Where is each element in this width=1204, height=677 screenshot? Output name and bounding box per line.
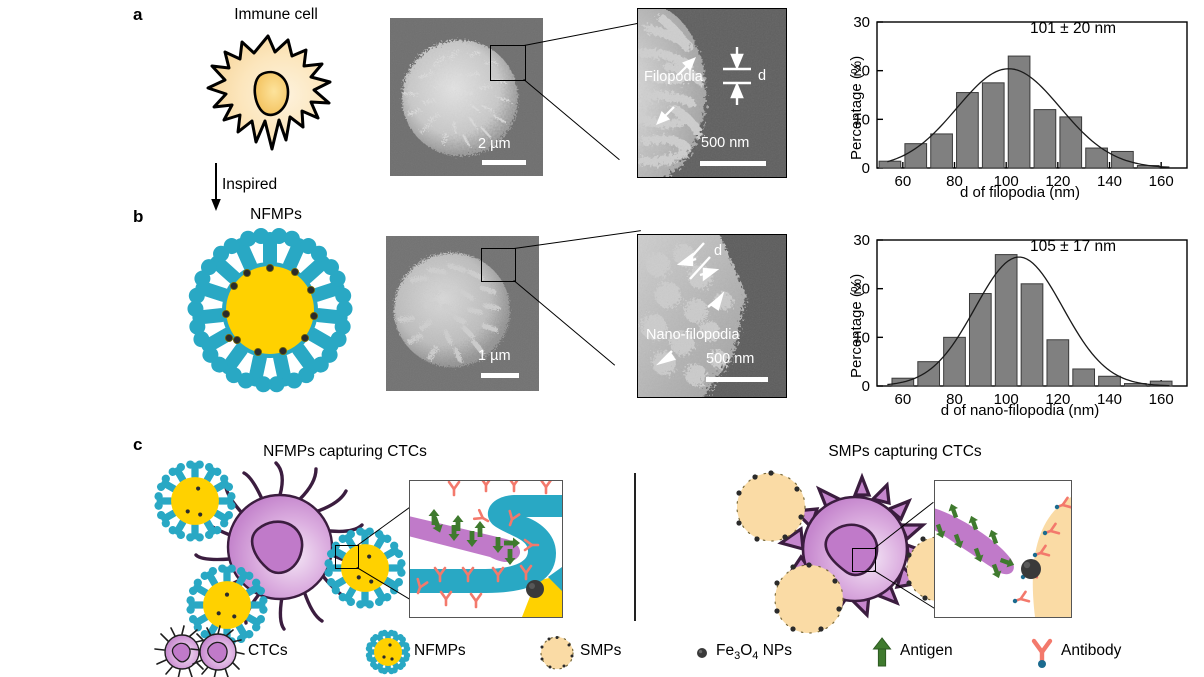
sem-b-scale-bar (481, 373, 519, 378)
panel-c-divider (634, 473, 636, 621)
sem-b-feature-label: Nano-filopodia (646, 327, 740, 343)
chart-b-annotation: 105 ± 17 nm (1030, 238, 1117, 255)
fe3o4-label-sub2: 4 (752, 650, 759, 663)
sem-b-zoom-region (481, 248, 516, 282)
nfmp-schematic (175, 228, 365, 393)
svg-text:20: 20 (853, 281, 870, 298)
legend-label-fe3o4-nps: Fe3O4 NPs (716, 642, 792, 662)
chart-a-xlabel: d of filopodia (nm) (959, 184, 1081, 201)
legend-label-smps: SMPs (580, 642, 622, 659)
smp-capture-zoom-region (852, 548, 876, 572)
svg-text:100: 100 (994, 391, 1019, 408)
svg-text:80: 80 (946, 391, 963, 408)
fe3o4-np-icon (695, 646, 709, 660)
inspired-arrow (206, 163, 246, 213)
svg-text:0: 0 (862, 378, 870, 395)
sem-immune-cell-overview: 2 µm (390, 18, 543, 176)
legend-label-ctcs: CTCs (248, 642, 288, 659)
svg-text:140: 140 (1097, 173, 1122, 190)
sem-b-scale-label: 500 nm (706, 351, 755, 367)
svg-text:0: 0 (862, 160, 870, 177)
nfmp-capture-zoom-region (335, 545, 359, 569)
svg-text:120: 120 (1045, 391, 1070, 408)
panel-b-letter: b (133, 207, 144, 226)
sem-nano-filopodia-zoom: d Nano-filopodia 500 nm (637, 234, 787, 398)
figure-legend: CTCs NFMPs SMPs Fe3O4 NPs (150, 625, 1190, 677)
chart-b-xlabel: d of nano-filopodia (nm) (940, 402, 1100, 419)
sem-b-diameter-label: d (714, 243, 723, 259)
sem-a-scale-label: 500 nm (701, 135, 750, 151)
svg-text:30: 30 (853, 232, 870, 249)
ctc-icon (154, 625, 245, 677)
antibody-icon (1027, 636, 1057, 670)
antigen-icon (870, 636, 894, 668)
fe3o4-label-o: O (740, 642, 753, 659)
svg-text:120: 120 (1045, 173, 1070, 190)
sem-a-filopodia-label: Filopodia (644, 69, 703, 85)
svg-text:60: 60 (894, 173, 911, 190)
immune-cell-title: Immune cell (234, 6, 318, 23)
legend-label-antibody: Antibody (1061, 642, 1122, 659)
chart-a-canvas: 0 10 20 30 60 80 100 120 140 160 (853, 14, 1188, 190)
svg-text:160: 160 (1149, 173, 1174, 190)
fe3o4-label-fe: Fe (716, 642, 735, 659)
fe3o4-label-nps: NPs (758, 642, 792, 659)
legend-label-antigen: Antigen (900, 642, 953, 659)
svg-text:140: 140 (1097, 391, 1122, 408)
smp-capture-inset (934, 480, 1072, 618)
svg-text:10: 10 (853, 329, 870, 346)
sem-a-zoom-scale-bar (700, 161, 766, 166)
chart-a-annotation: 101 ± 20 nm (1030, 20, 1117, 37)
fe3o4-label-sub1: 3 (734, 650, 741, 663)
nfmp-icon (365, 629, 411, 675)
svg-text:60: 60 (894, 391, 911, 408)
legend-label-nfmps: NFMPs (414, 642, 466, 659)
sem-filopodia-zoom: Filopodia d 500 nm (637, 8, 787, 178)
panel-a-letter: a (133, 5, 143, 24)
sem-b-scale-label: 1 µm (478, 348, 511, 364)
filopodia-histogram: Percentage (%) 101 ± 20 nm d of filopodi… (835, 8, 1195, 208)
smp-icon (538, 634, 576, 672)
panel-c-right-title: SMPs capturing CTCs (828, 443, 982, 460)
svg-text:160: 160 (1149, 391, 1174, 408)
svg-text:20: 20 (853, 63, 870, 80)
inspired-label: Inspired (222, 176, 278, 193)
sem-a-diameter-label: d (758, 68, 767, 84)
svg-text:30: 30 (853, 14, 870, 31)
svg-text:80: 80 (946, 173, 963, 190)
chart-a-ylabel: Percentage (%) (848, 55, 865, 160)
sem-nfmp-overview: 1 µm (386, 236, 539, 391)
immune-cell-schematic (180, 28, 360, 168)
chart-b-ylabel: Percentage (%) (848, 273, 865, 378)
sem-b-zoom-scale-bar (706, 377, 768, 382)
sem-a-scale-bar (482, 160, 526, 165)
panel-c-letter: c (133, 435, 143, 454)
svg-text:100: 100 (994, 173, 1019, 190)
nano-filopodia-histogram: Percentage (%) 105 ± 17 nm d of nano-fil… (835, 226, 1195, 426)
svg-text:10: 10 (853, 111, 870, 128)
chart-b-canvas: 0 10 20 30 60 80 100 120 140 160 (853, 232, 1188, 408)
nfmps-title: NFMPs (250, 206, 302, 223)
sem-a-zoom-region (490, 45, 526, 81)
sem-a-scale-label: 2 µm (478, 136, 511, 152)
nfmp-capture-diagram (154, 460, 415, 646)
nfmp-capture-inset (409, 480, 563, 618)
panel-c-left-title: NFMPs capturing CTCs (263, 443, 427, 460)
